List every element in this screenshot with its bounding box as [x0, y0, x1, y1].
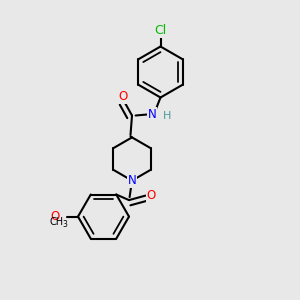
Text: N: N — [128, 174, 136, 187]
Text: O: O — [118, 90, 127, 103]
Text: O: O — [51, 210, 60, 223]
Text: O: O — [146, 189, 155, 202]
Text: Cl: Cl — [154, 24, 166, 37]
Text: CH: CH — [49, 217, 63, 227]
Text: 3: 3 — [62, 220, 67, 229]
Text: H: H — [163, 111, 171, 121]
Text: N: N — [148, 107, 157, 121]
